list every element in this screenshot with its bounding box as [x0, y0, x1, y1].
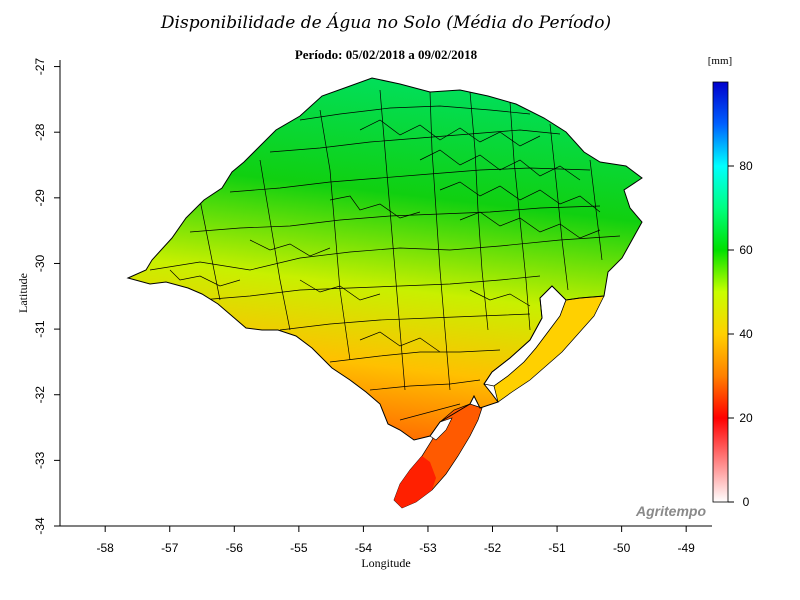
- legend-tick-label: 80: [739, 159, 753, 173]
- legend-tick-label: 40: [739, 327, 753, 341]
- x-tick-label: -57: [161, 541, 179, 555]
- y-tick-label: -31: [33, 320, 47, 338]
- legend-ticks: 0 20 40 60 80: [728, 159, 753, 509]
- color-legend: [mm] 0 20 40 60 80: [708, 55, 753, 509]
- chart-title: Disponibilidade de Água no Solo (Média d…: [160, 12, 611, 33]
- y-tick-label: -32: [33, 386, 47, 404]
- y-tick-label: -28: [33, 123, 47, 141]
- chart-subtitle: Período: 05/02/2018 a 09/02/2018: [295, 47, 478, 62]
- y-tick-label: -34: [33, 517, 47, 535]
- lagoon-east-shore: [493, 295, 605, 403]
- y-tick-label: -30: [33, 254, 47, 272]
- state-border: [126, 77, 643, 441]
- legend-unit: [mm]: [708, 55, 732, 67]
- y-axis-label: Latitude: [16, 273, 30, 313]
- y-tick-label: -27: [33, 58, 47, 76]
- legend-tick-label: 0: [743, 495, 750, 509]
- state-map: [126, 77, 643, 509]
- x-tick-label: -56: [226, 541, 244, 555]
- x-axis-ticks: -58 -57 -56 -55 -54 -53 -52 -51 -50 -49: [97, 526, 696, 555]
- legend-tick-label: 60: [739, 243, 753, 257]
- x-tick-label: -55: [290, 541, 308, 555]
- x-axis-label: Longitude: [361, 556, 410, 570]
- y-tick-label: -29: [33, 189, 47, 207]
- y-tick-label: -33: [33, 451, 47, 469]
- legend-color-bar: [712, 81, 729, 503]
- y-axis-ticks: -27 -28 -29 -30 -31 -32 -33 -34: [33, 58, 60, 535]
- x-tick-label: -50: [613, 541, 631, 555]
- x-tick-label: -51: [548, 541, 566, 555]
- agritempo-logo: Agritempo: [635, 503, 706, 519]
- x-tick-label: -52: [484, 541, 502, 555]
- legend-tick-label: 20: [739, 411, 753, 425]
- x-tick-label: -58: [97, 541, 115, 555]
- x-tick-label: -53: [419, 541, 437, 555]
- municipal-borders: [149, 89, 621, 421]
- x-tick-label: -54: [355, 541, 373, 555]
- x-tick-label: -49: [678, 541, 696, 555]
- coastal-strip-south: [394, 456, 436, 508]
- state-fill: [128, 78, 642, 440]
